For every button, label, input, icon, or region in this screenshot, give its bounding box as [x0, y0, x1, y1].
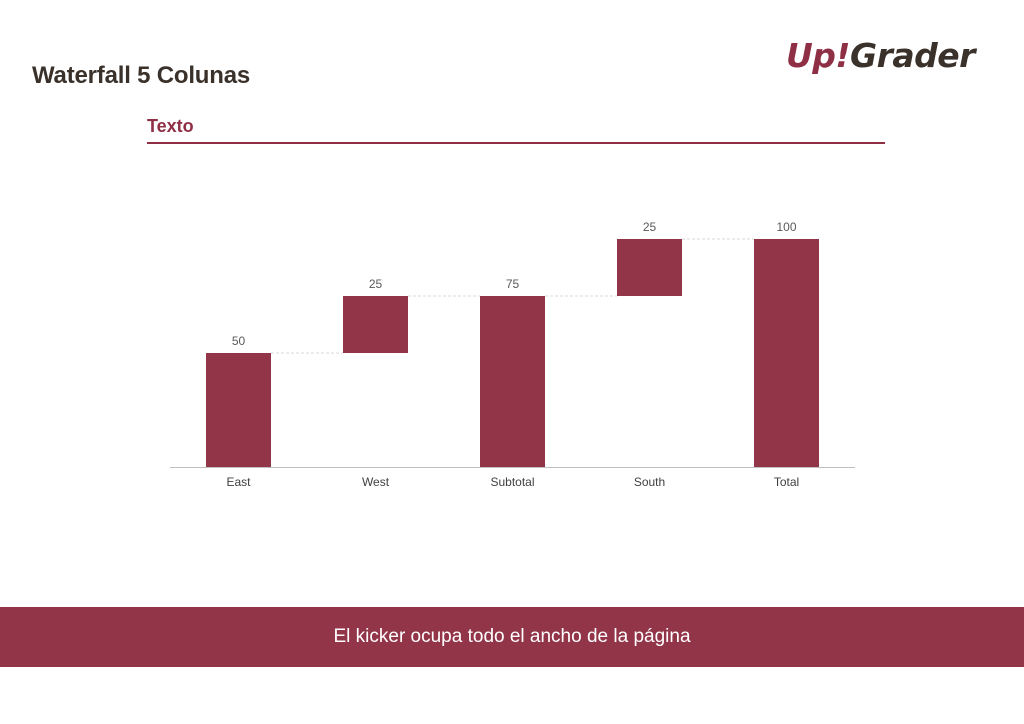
waterfall-bar: [480, 296, 545, 467]
category-label: Subtotal: [490, 475, 534, 489]
kicker-text: El kicker ocupa todo el ancho de la pági…: [333, 626, 691, 647]
waterfall-bar: [617, 239, 682, 296]
data-label: 100: [776, 220, 796, 234]
data-label: 75: [506, 277, 520, 291]
subtitle-rule: [147, 142, 885, 144]
category-label: South: [634, 475, 665, 489]
data-label: 50: [232, 334, 246, 348]
data-label: 25: [643, 220, 657, 234]
kicker-banner: El kicker ocupa todo el ancho de la pági…: [0, 607, 1024, 667]
waterfall-bar: [754, 239, 819, 467]
data-label: 25: [369, 277, 383, 291]
page-title: Waterfall 5 Colunas: [32, 62, 251, 89]
waterfall-bar: [343, 296, 408, 353]
chart-subtitle: Texto: [147, 116, 194, 136]
upgrader-logo: Up!Grader: [786, 36, 975, 75]
category-label: Total: [774, 475, 799, 489]
waterfall-bar: [206, 353, 271, 467]
category-label: East: [226, 475, 251, 489]
category-label: West: [362, 475, 390, 489]
